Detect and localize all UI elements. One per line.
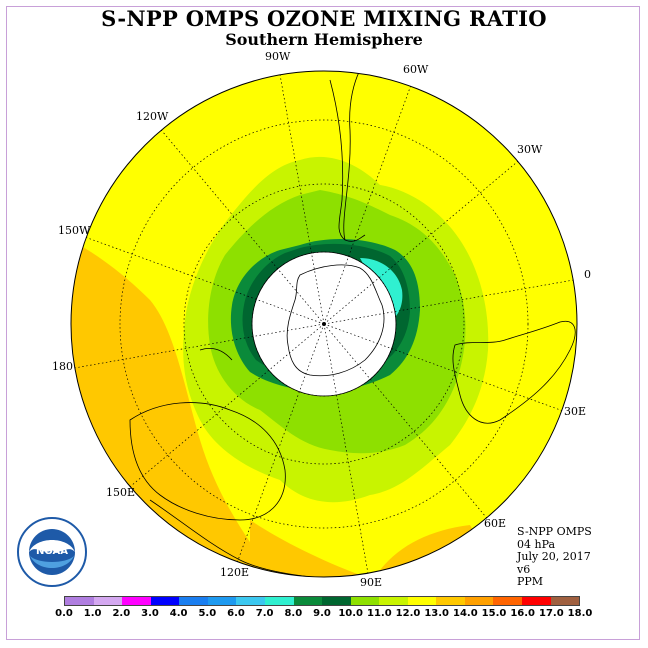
lon-label-30w: 30W [517, 143, 543, 156]
colorbar-tick-label: 5.0 [198, 608, 217, 619]
colorbar-segment [293, 597, 323, 605]
colorbar-tick-label: 8.0 [284, 608, 303, 619]
noaa-logo: NOAA [17, 517, 87, 587]
south-pole-marker [322, 322, 326, 326]
lon-label-180: 180 [52, 360, 73, 373]
colorbar-tick-label: 11.0 [366, 608, 392, 619]
globe-border [70, 70, 578, 578]
colorbar-segment [464, 597, 494, 605]
ozone-band-orange-south [250, 520, 360, 577]
latitude-circle-70s [251, 251, 397, 397]
indonesia-coastline [149, 499, 321, 577]
colorbar-tick-label: 12.0 [395, 608, 421, 619]
colorbar-tick-label: 4.0 [169, 608, 188, 619]
colorbar-segment [122, 597, 151, 605]
colorbar-segment [350, 597, 380, 605]
colorbar-segment [379, 597, 408, 605]
colorbar-segment [493, 597, 522, 605]
africa-coastline [452, 320, 576, 424]
lon-label-60e: 60E [484, 517, 507, 530]
colorbar-tick-label: 17.0 [538, 608, 564, 619]
colorbar-segment [93, 597, 123, 605]
lon-label-150w: 150W [58, 224, 91, 237]
colorbar-tick-label: 0.0 [55, 608, 73, 619]
lon-label-0: 0 [584, 268, 591, 281]
noaa-logo-text: NOAA [36, 546, 68, 557]
latitude-circle-50s [183, 183, 465, 465]
colorbar-segment [264, 597, 294, 605]
colorbar-tick-label: 7.0 [255, 608, 274, 619]
figure-frame [6, 6, 640, 640]
antarctica-coastline [286, 264, 385, 377]
colorbar-tick-label: 16.0 [510, 608, 535, 619]
new-zealand-coastline [199, 347, 233, 361]
info-level: 04 hPa [517, 537, 556, 551]
map-subtitle: Southern Hemisphere [225, 30, 423, 49]
lon-label-90e: 90E [360, 576, 383, 589]
colorbar-segment [550, 597, 580, 605]
colorbar-tick-label: 13.0 [424, 608, 449, 619]
colorbar-segment [179, 597, 208, 605]
south-america-coastline [329, 71, 366, 242]
latitude-circle-30s [119, 119, 529, 529]
colorbar-tick-label: 10.0 [338, 608, 363, 619]
graticule [74, 74, 574, 574]
colorbar-tick-label: 6.0 [227, 608, 245, 619]
colorbar-segment [407, 597, 437, 605]
info-date: July 20, 2017 [517, 550, 591, 563]
lon-label-120e: 120E [220, 566, 250, 579]
map-title: S-NPP OMPS OZONE MIXING RATIO [101, 6, 547, 31]
lon-label-120w: 120W [136, 110, 169, 123]
australia-coastline [129, 402, 286, 521]
colorbar-segment [436, 597, 465, 605]
colorbar-segment [522, 597, 551, 605]
colorbar-segment [207, 597, 237, 605]
colorbar-segment [322, 597, 351, 605]
colorbar-tick-label: 3.0 [141, 608, 159, 619]
colorbar-tick-label: 2.0 [112, 608, 131, 619]
colorbar-segment [150, 597, 180, 605]
colorbar-segment [65, 597, 94, 605]
colorbar-segment [236, 597, 265, 605]
colorbar-tick-label: 18.0 [567, 608, 593, 619]
colorbar-tick-label: 1.0 [83, 608, 102, 619]
colorbar-ticks: 0.0 1.0 2.0 3.0 4.0 5.0 6.0 7.0 8.0 9.0 10.0 11.0 12… [0, 608, 648, 622]
lon-label-60w: 60W [403, 63, 429, 76]
info-unit: PPM [517, 575, 544, 588]
info-version: v6 [517, 562, 531, 576]
colorbar-tick-label: 9.0 [313, 608, 331, 619]
info-block: S-NPP OMPS 04 hPa July 20, 2017 v6 PPM [517, 525, 592, 589]
lon-label-90w: 90W [265, 50, 291, 63]
lon-label-30e: 30E [564, 405, 587, 418]
colorbar [64, 596, 580, 606]
colorbar-tick-label: 14.0 [452, 608, 478, 619]
info-instrument: S-NPP OMPS [517, 525, 592, 538]
lon-label-150e: 150E [106, 486, 136, 499]
colorbar-tick-label: 15.0 [481, 608, 507, 619]
